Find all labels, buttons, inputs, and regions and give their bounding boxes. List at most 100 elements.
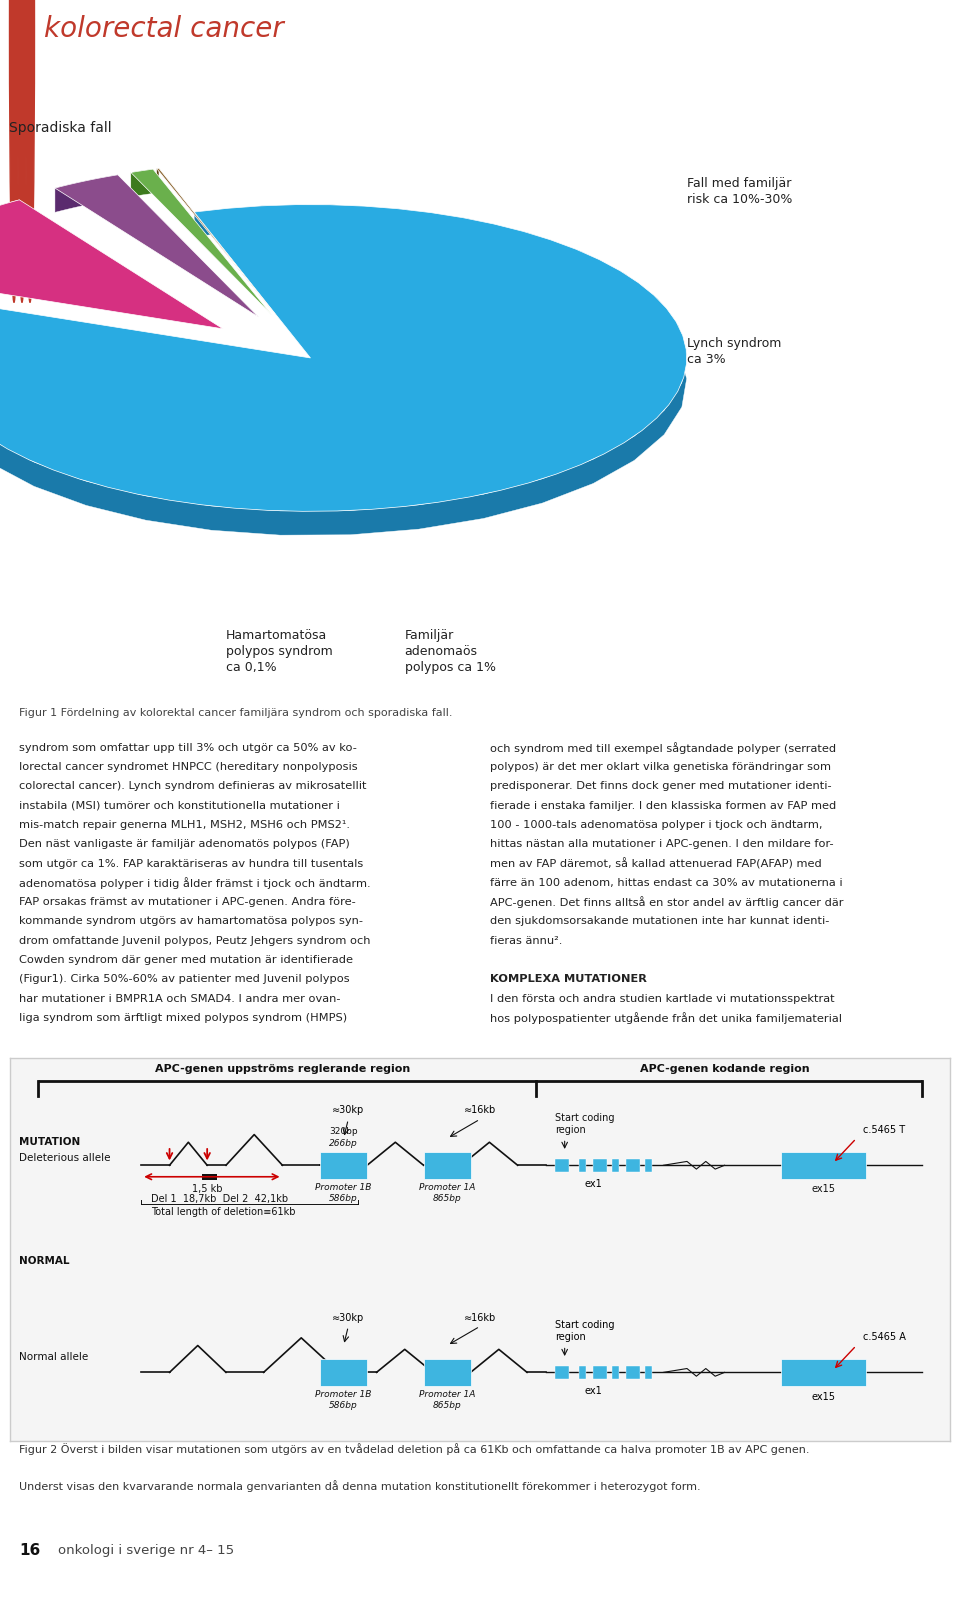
Text: som utgör ca 1%. FAP karaktäriseras av hundra till tusentals: som utgör ca 1%. FAP karaktäriseras av h… <box>19 858 364 869</box>
Text: KOMPLEXA MUTATIONER: KOMPLEXA MUTATIONER <box>490 975 646 984</box>
Bar <box>645 1366 652 1379</box>
Text: 16: 16 <box>19 1544 40 1558</box>
Text: fierade i enstaka familjer. I den klassiska formen av FAP med: fierade i enstaka familjer. I den klassi… <box>490 801 836 810</box>
Text: Underst visas den kvarvarande normala genvarianten då denna mutation konstitutio: Underst visas den kvarvarande normala ge… <box>19 1480 701 1493</box>
Polygon shape <box>156 168 159 193</box>
Text: hos polypospatienter utgående från det unika familjematerial: hos polypospatienter utgående från det u… <box>490 1012 842 1024</box>
Text: predisponerar. Det finns dock gener med mutationer identi-: predisponerar. Det finns dock gener med … <box>490 781 831 791</box>
Bar <box>203 1173 217 1179</box>
Text: APC-genen kodande region: APC-genen kodande region <box>639 1064 809 1074</box>
Text: Promoter 1B: Promoter 1B <box>316 1390 372 1398</box>
Bar <box>320 1358 367 1385</box>
Text: Cowden syndrom där gener med mutation är identifierade: Cowden syndrom där gener med mutation är… <box>19 956 353 965</box>
Text: 865bp: 865bp <box>433 1194 462 1203</box>
Text: Hamartomatösa
polypos syndrom
ca 0,1%: Hamartomatösa polypos syndrom ca 0,1% <box>226 630 332 674</box>
Text: Promoter 1A: Promoter 1A <box>419 1390 475 1398</box>
Text: Start coding
region: Start coding region <box>555 1320 614 1342</box>
Bar <box>320 1152 367 1179</box>
Text: APC-genen. Det finns alltså en stor andel av ärftlig cancer där: APC-genen. Det finns alltså en stor ande… <box>490 896 843 908</box>
Text: syndrom som omfattar upp till 3% och utgör ca 50% av ko-: syndrom som omfattar upp till 3% och utg… <box>19 743 357 753</box>
Text: c.5465 A: c.5465 A <box>863 1331 906 1342</box>
Bar <box>555 1159 569 1171</box>
Bar <box>612 1159 619 1171</box>
Text: APC-genen uppströms reglerande region: APC-genen uppströms reglerande region <box>155 1064 410 1074</box>
Text: färre än 100 adenom, hittas endast ca 30% av mutationerna i: färre än 100 adenom, hittas endast ca 30… <box>490 877 842 888</box>
Text: 320bp: 320bp <box>329 1128 358 1136</box>
Text: har mutationer i BMPR1A och SMAD4. I andra mer ovan-: har mutationer i BMPR1A och SMAD4. I and… <box>19 994 341 1004</box>
Text: adenomatösa polyper i tidig ålder främst i tjock och ändtarm.: adenomatösa polyper i tidig ålder främst… <box>19 877 371 888</box>
Text: 100 - 1000-tals adenomatösa polyper i tjock och ändtarm,: 100 - 1000-tals adenomatösa polyper i tj… <box>490 820 822 829</box>
Text: ex15: ex15 <box>811 1392 835 1401</box>
Text: Figur 2 Överst i bilden visar mutationen som utgörs av en tvådelad deletion på c: Figur 2 Överst i bilden visar mutationen… <box>19 1443 809 1454</box>
Text: ≈16kb: ≈16kb <box>464 1312 496 1323</box>
Text: Lynch syndrom
ca 3%: Lynch syndrom ca 3% <box>686 337 781 366</box>
Bar <box>593 1366 607 1379</box>
Text: och syndrom med till exempel sågtandade polyper (serrated: och syndrom med till exempel sågtandade … <box>490 741 836 754</box>
Text: Den näst vanligaste är familjär adenomatös polypos (FAP): Den näst vanligaste är familjär adenomat… <box>19 839 350 849</box>
Polygon shape <box>55 174 118 213</box>
Circle shape <box>26 0 35 302</box>
Text: Figur 1 Fördelning av kolorektal cancer familjära syndrom och sporadiska fall.: Figur 1 Fördelning av kolorektal cancer … <box>19 708 453 718</box>
Polygon shape <box>156 168 276 315</box>
Circle shape <box>17 0 27 302</box>
Text: Familjär
adenomaös
polypos ca 1%: Familjär adenomaös polypos ca 1% <box>404 630 495 674</box>
Text: colorectal cancer). Lynch syndrom definieras av mikrosatellit: colorectal cancer). Lynch syndrom defini… <box>19 781 367 791</box>
Text: Normal allele: Normal allele <box>19 1352 88 1361</box>
Text: ex1: ex1 <box>584 1385 602 1395</box>
Text: ex15: ex15 <box>811 1184 835 1194</box>
Polygon shape <box>131 169 153 197</box>
Bar <box>579 1366 587 1379</box>
Text: fieras ännu².: fieras ännu². <box>490 936 562 946</box>
Text: I den första och andra studien kartlade vi mutationsspektrat: I den första och andra studien kartlade … <box>490 994 834 1004</box>
Text: hittas nästan alla mutationer i APC-genen. I den mildare for-: hittas nästan alla mutationer i APC-gene… <box>490 839 833 849</box>
Bar <box>781 1152 866 1179</box>
Bar <box>423 1152 470 1179</box>
Bar <box>781 1358 866 1385</box>
Text: mis-match repair generna MLH1, MSH2, MSH6 och PMS2¹.: mis-match repair generna MLH1, MSH2, MSH… <box>19 820 350 829</box>
Text: ≈16kb: ≈16kb <box>464 1106 496 1115</box>
Bar <box>645 1159 652 1171</box>
Text: lorectal cancer syndromet HNPCC (hereditary nonpolyposis: lorectal cancer syndromet HNPCC (heredit… <box>19 762 358 772</box>
Text: polypos) är det mer oklart vilka genetiska förändringar som: polypos) är det mer oklart vilka genetis… <box>490 762 830 772</box>
Text: ≈30kp: ≈30kp <box>332 1106 365 1115</box>
Text: den sjukdomsorsakande mutationen inte har kunnat identi-: den sjukdomsorsakande mutationen inte ha… <box>490 916 829 927</box>
Polygon shape <box>55 174 258 316</box>
Text: Promoter 1A: Promoter 1A <box>419 1183 475 1192</box>
Text: kolorectal cancer: kolorectal cancer <box>44 14 284 43</box>
Bar <box>593 1159 607 1171</box>
Text: Sporadiska fall: Sporadiska fall <box>10 121 112 134</box>
Text: 586bp: 586bp <box>329 1401 358 1409</box>
Polygon shape <box>0 200 19 297</box>
Text: (Figur1). Cirka 50%-60% av patienter med Juvenil polypos: (Figur1). Cirka 50%-60% av patienter med… <box>19 975 349 984</box>
Text: ≈30kp: ≈30kp <box>332 1312 365 1323</box>
Bar <box>626 1159 640 1171</box>
Text: instabila (MSI) tumörer och konstitutionella mutationer i: instabila (MSI) tumörer och konstitution… <box>19 801 340 810</box>
Text: drom omfattande Juvenil polypos, Peutz Jehgers syndrom och: drom omfattande Juvenil polypos, Peutz J… <box>19 936 371 946</box>
Text: Start coding
region: Start coding region <box>555 1112 614 1135</box>
Text: Total length of deletion≡61kb: Total length of deletion≡61kb <box>151 1208 296 1218</box>
Text: FAP orsakas främst av mutationer i APC-genen. Andra före-: FAP orsakas främst av mutationer i APC-g… <box>19 896 356 908</box>
Text: men av FAP däremot, så kallad attenuerad FAP(AFAP) med: men av FAP däremot, så kallad attenuerad… <box>490 858 822 869</box>
Text: Promoter 1B: Promoter 1B <box>316 1183 372 1192</box>
Text: liga syndrom som ärftligt mixed polypos syndrom (HMPS): liga syndrom som ärftligt mixed polypos … <box>19 1013 348 1023</box>
Text: 865bp: 865bp <box>433 1401 462 1409</box>
Text: ex1: ex1 <box>584 1179 602 1189</box>
Text: 586bp: 586bp <box>329 1194 358 1203</box>
Bar <box>626 1366 640 1379</box>
Text: 1,5 kb: 1,5 kb <box>192 1184 223 1194</box>
Text: c.5465 T: c.5465 T <box>863 1125 905 1135</box>
Text: onkologi i sverige nr 4– 15: onkologi i sverige nr 4– 15 <box>58 1544 233 1556</box>
Text: 266bp: 266bp <box>329 1139 358 1147</box>
Text: MUTATION: MUTATION <box>19 1138 81 1147</box>
Text: Fall med familjär
risk ca 10%-30%: Fall med familjär risk ca 10%-30% <box>686 177 792 206</box>
Polygon shape <box>131 169 272 315</box>
Bar <box>579 1159 587 1171</box>
Text: Del 1  18,7kb  Del 2  42,1kb: Del 1 18,7kb Del 2 42,1kb <box>151 1194 288 1203</box>
Text: NORMAL: NORMAL <box>19 1256 69 1266</box>
Text: Deleterious allele: Deleterious allele <box>19 1152 110 1163</box>
Circle shape <box>10 0 18 302</box>
Bar <box>612 1366 619 1379</box>
Polygon shape <box>0 200 223 329</box>
Polygon shape <box>0 205 686 535</box>
Text: kommande syndrom utgörs av hamartomatösa polypos syn-: kommande syndrom utgörs av hamartomatösa… <box>19 916 363 927</box>
